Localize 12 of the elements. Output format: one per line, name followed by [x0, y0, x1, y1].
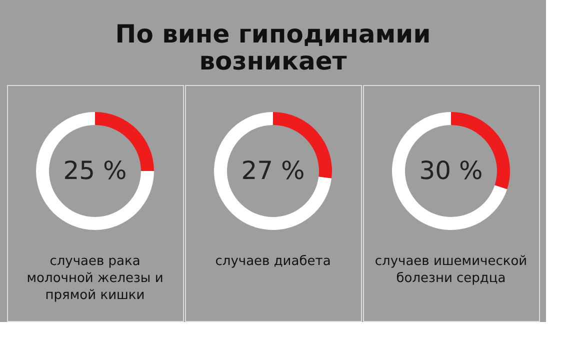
donut-slice — [392, 112, 508, 230]
donut-slice — [451, 112, 510, 190]
donut-slice — [214, 112, 332, 230]
text: По вине гиподинамии возникает — [115, 20, 431, 76]
data-label: 25 % — [63, 156, 127, 185]
donut-slice — [273, 112, 332, 178]
text: случаев ишемической болезни сердца — [374, 254, 528, 286]
donut-slice — [36, 112, 154, 230]
text: случаев диабета — [215, 254, 331, 269]
text: случаев рака молочной железы и прямой кишки — [26, 254, 164, 303]
data-label: 30 % — [419, 156, 483, 185]
data-label: 27 % — [241, 156, 305, 185]
